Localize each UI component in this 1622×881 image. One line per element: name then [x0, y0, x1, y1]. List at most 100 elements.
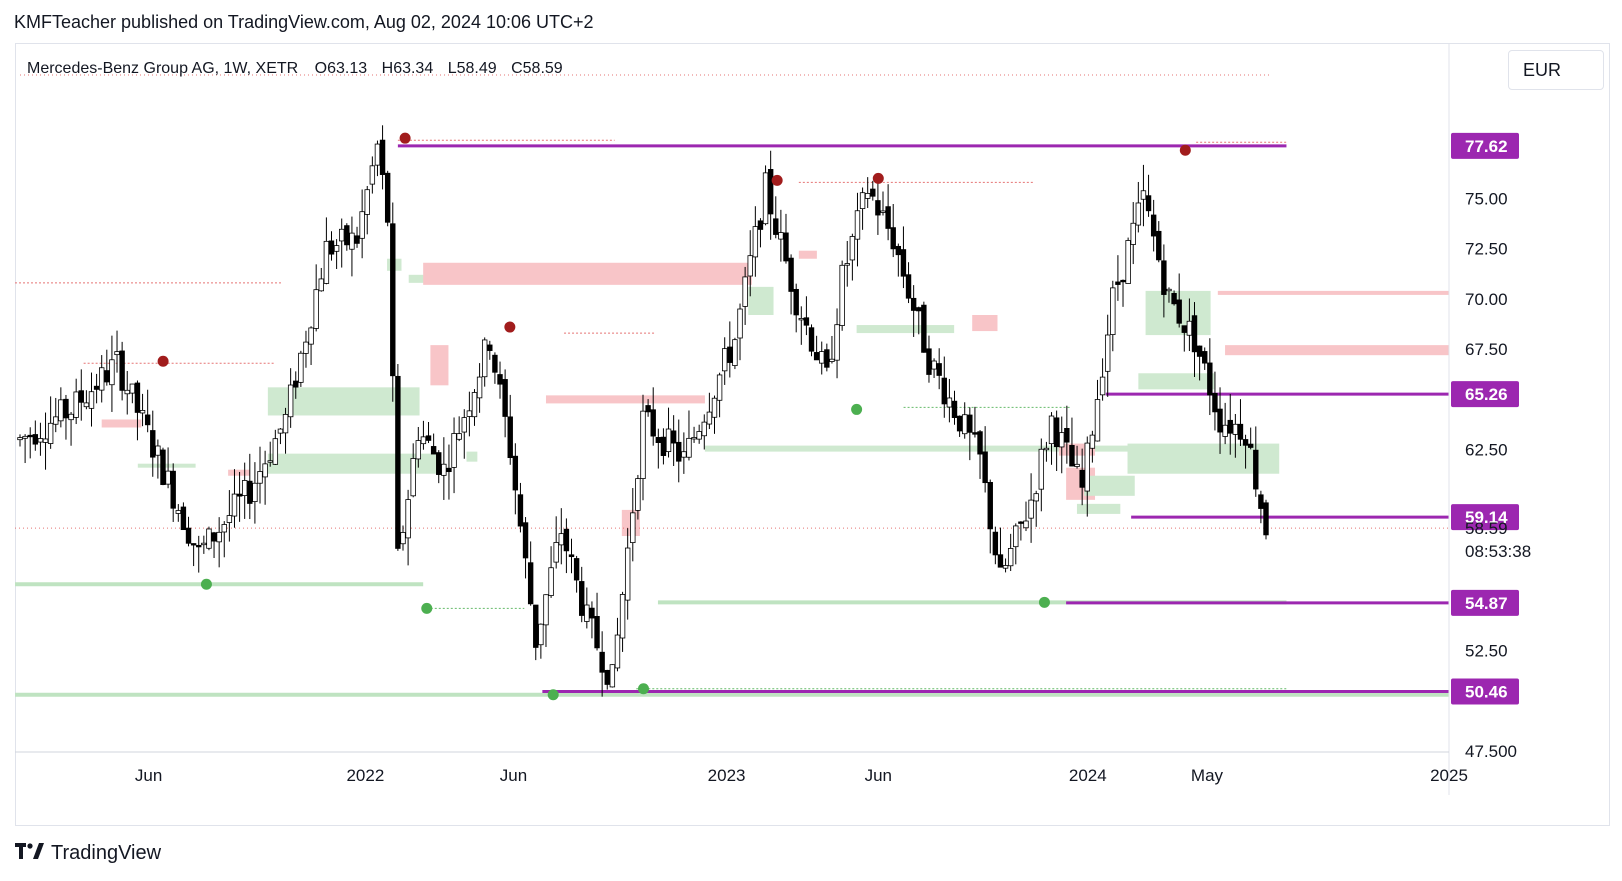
candle-body: [880, 210, 886, 213]
candle: [185, 516, 192, 547]
candle: [170, 463, 176, 522]
chart-frame: [15, 43, 1610, 826]
candle-body: [1028, 499, 1034, 519]
candle: [762, 165, 769, 226]
candle-body: [864, 193, 871, 199]
candle: [701, 414, 707, 450]
candle: [992, 526, 999, 565]
candle: [778, 209, 784, 262]
candle-body: [497, 374, 503, 385]
candle: [282, 407, 289, 454]
candle: [492, 352, 498, 384]
candle: [696, 424, 702, 444]
candle: [63, 394, 69, 440]
candle: [946, 378, 953, 423]
candle-body: [93, 385, 100, 390]
candle: [507, 394, 513, 465]
candle: [47, 396, 54, 449]
candle: [1181, 325, 1187, 352]
candle: [109, 335, 115, 412]
candle: [910, 285, 917, 337]
candle: [630, 488, 636, 562]
candle-body: [395, 375, 401, 549]
candle-body: [813, 352, 820, 361]
demand-zone: [267, 453, 438, 474]
candle: [931, 358, 937, 379]
candle: [241, 462, 248, 519]
candle-body: [415, 440, 422, 460]
time-tick-label: Jun: [500, 766, 527, 785]
candle-body: [349, 232, 355, 250]
candle-body: [441, 463, 447, 476]
time-tick-label: Jun: [135, 766, 162, 785]
candle-body: [676, 441, 682, 462]
candle: [1140, 164, 1147, 227]
candle: [1237, 399, 1244, 447]
candle: [579, 566, 585, 623]
candle-body: [42, 438, 49, 443]
candle: [604, 669, 610, 690]
candle: [844, 240, 850, 287]
candle-body: [58, 399, 64, 422]
supply-zone: [545, 395, 705, 404]
candle-body: [732, 339, 738, 366]
demand-zone: [466, 451, 478, 462]
candle: [803, 296, 810, 336]
supply-zone: [423, 262, 752, 285]
candle-body: [390, 223, 396, 377]
candle-body: [722, 348, 728, 372]
candle: [727, 321, 733, 378]
candle-body: [936, 363, 942, 376]
candle: [83, 390, 90, 410]
candle-body: [1145, 195, 1152, 212]
candle-body: [364, 189, 370, 215]
candle-body: [788, 257, 794, 292]
candle-body: [1002, 565, 1009, 569]
supply-zone: [972, 314, 998, 332]
candle-body: [492, 354, 498, 373]
price-axis[interactable]: 75.00 72.50 70.00 67.50 62.50 52.50 47.500 77.6…: [1451, 132, 1531, 761]
candle: [553, 516, 559, 569]
candle: [1038, 438, 1045, 512]
candle-body: [640, 410, 646, 479]
candle: [839, 260, 845, 331]
candle-body: [1181, 325, 1187, 333]
candle: [344, 223, 350, 251]
candle-body: [1069, 444, 1075, 467]
candle: [1115, 255, 1121, 301]
candle-body: [155, 445, 161, 456]
candle-body: [839, 264, 845, 326]
candle: [425, 421, 432, 444]
candle-body: [83, 402, 90, 408]
candle: [17, 434, 23, 447]
candle: [977, 429, 983, 479]
candle-body: [696, 431, 702, 440]
candle-body: [1089, 434, 1096, 449]
candle-body: [783, 232, 789, 262]
currency-selector[interactable]: EUR: [1508, 50, 1604, 90]
candle: [563, 518, 570, 574]
candle-body: [282, 414, 289, 434]
candle-body: [78, 390, 84, 403]
candle: [175, 504, 182, 522]
candle-body: [1202, 351, 1208, 364]
candle-body: [670, 430, 677, 444]
supply-zone: [101, 419, 142, 428]
candle-body: [257, 471, 263, 484]
candle-body: [134, 382, 141, 413]
candle-body: [53, 416, 59, 425]
level-price-tag: [1451, 132, 1519, 159]
candle-body: [216, 531, 222, 543]
candle: [517, 482, 524, 533]
candle: [328, 231, 335, 261]
candle: [568, 538, 575, 574]
candle-body: [339, 228, 345, 242]
time-tick-label: May: [1191, 766, 1224, 785]
time-axis[interactable]: Jun 2022 Jun 2023 Jun 2024 May 2025: [135, 766, 1468, 785]
symbol-legend[interactable]: Mercedes-Benz Group AG, 1W, XETR O63.13 …: [27, 60, 563, 77]
footer-branding[interactable]: TradingView: [15, 842, 161, 865]
candle: [900, 226, 907, 289]
candle-body: [481, 339, 488, 378]
candle-body: [1217, 408, 1223, 433]
